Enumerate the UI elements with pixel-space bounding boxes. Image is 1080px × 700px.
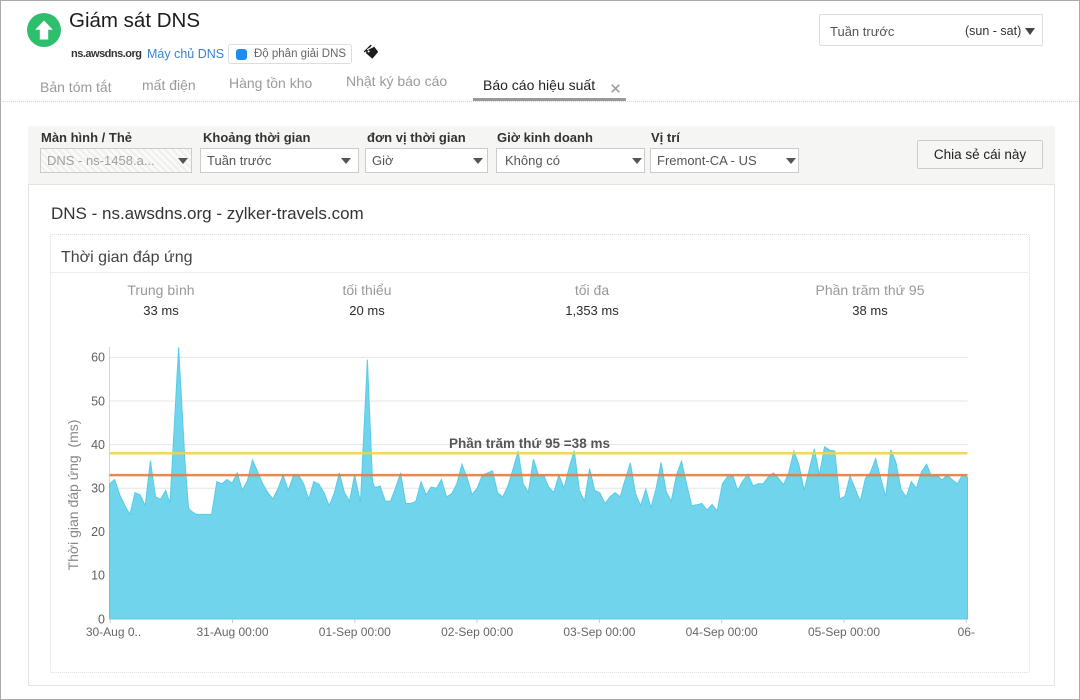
svg-text:10: 10 (91, 569, 105, 583)
svg-text:40: 40 (91, 438, 105, 452)
svg-text:60: 60 (91, 351, 105, 365)
svg-text:04-Sep 00:00: 04-Sep 00:00 (686, 625, 758, 639)
svg-text:02-Sep 00:00: 02-Sep 00:00 (441, 625, 513, 639)
svg-text:05-Sep 00:00: 05-Sep 00:00 (808, 625, 880, 639)
svg-text:06-: 06- (958, 625, 975, 639)
svg-text:20: 20 (91, 525, 105, 539)
svg-text:30-Aug 0..: 30-Aug 0.. (86, 625, 141, 639)
svg-text:31-Aug 00:00: 31-Aug 00:00 (196, 625, 268, 639)
svg-text:03-Sep 00:00: 03-Sep 00:00 (563, 625, 635, 639)
svg-text:01-Sep 00:00: 01-Sep 00:00 (319, 625, 391, 639)
svg-text:Thời gian đáp ứng (ms): Thời gian đáp ứng (ms) (65, 420, 81, 571)
svg-text:Phần trăm thứ 95 =38 ms: Phần trăm thứ 95 =38 ms (449, 436, 610, 451)
svg-text:0: 0 (98, 612, 105, 626)
svg-text:30: 30 (91, 482, 105, 496)
svg-text:50: 50 (91, 394, 105, 408)
